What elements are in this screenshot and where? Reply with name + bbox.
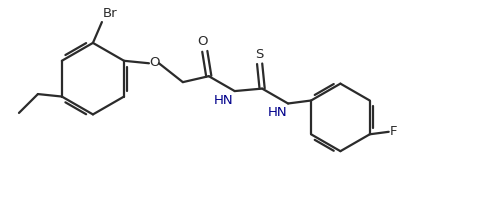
Text: Br: Br [103,7,117,20]
Text: HN: HN [214,94,234,107]
Text: F: F [390,125,398,138]
Text: O: O [198,35,208,48]
Text: HN: HN [267,107,287,119]
Text: S: S [255,48,264,61]
Text: O: O [149,56,160,69]
